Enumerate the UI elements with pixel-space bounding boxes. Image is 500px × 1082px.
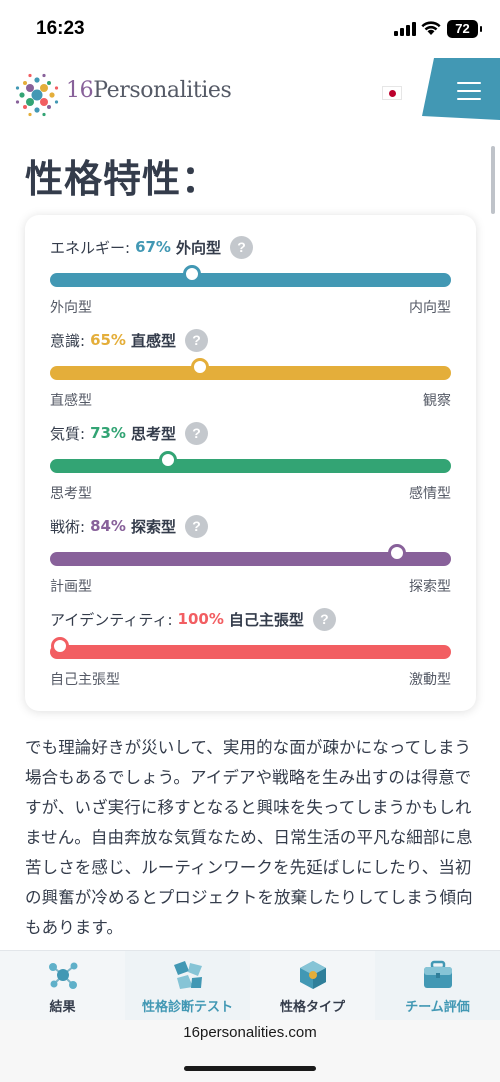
trait-left-label: 思考型 bbox=[50, 486, 92, 502]
browser-url-bar: 16personalities.com bbox=[0, 1020, 500, 1082]
status-time: 16:23 bbox=[36, 18, 85, 39]
trait-right-label: 観察 bbox=[423, 393, 451, 409]
trait-mind: 意識: 65% 直感型 ? 直感型 観察 bbox=[50, 326, 451, 409]
types-cube-icon bbox=[296, 959, 330, 991]
trait-tactics: 戦術: 84% 探索型 ? 計画型 探索型 bbox=[50, 512, 451, 595]
help-icon[interactable]: ? bbox=[229, 235, 253, 259]
trait-energy: エネルギー: 67% 外向型 ? 外向型 内向型 bbox=[50, 233, 451, 316]
page-title: 性格特性： bbox=[25, 157, 221, 201]
trait-percent: 84% bbox=[90, 517, 126, 535]
trait-bar bbox=[50, 645, 451, 659]
trait-name: 意識: bbox=[50, 331, 86, 350]
trait-right-label: 激動型 bbox=[409, 672, 451, 688]
trait-bar bbox=[50, 552, 451, 566]
help-icon[interactable]: ? bbox=[184, 421, 208, 445]
battery-icon: 72 bbox=[447, 20, 482, 38]
trait-name: エネルギー: bbox=[50, 238, 131, 257]
trait-result: 外向型 bbox=[175, 238, 221, 257]
trait-right-label: 探索型 bbox=[409, 579, 451, 595]
trait-marker bbox=[388, 544, 406, 562]
trait-heading: 意識: 65% 直感型 ? bbox=[50, 326, 208, 354]
trait-marker bbox=[183, 265, 201, 283]
tab-team-assessment[interactable]: チーム評価 bbox=[375, 951, 500, 1020]
trait-result: 自己主張型 bbox=[228, 610, 304, 629]
hamburger-menu-icon bbox=[457, 82, 481, 100]
tab-label: 性格診断テスト bbox=[141, 1000, 233, 1015]
trait-left-label: 直感型 bbox=[50, 393, 92, 409]
trait-name: アイデンティティ: bbox=[50, 610, 173, 629]
trait-identity: アイデンティティ: 100% 自己主張型 ? 自己主張型 激動型 bbox=[50, 605, 451, 688]
help-icon[interactable]: ? bbox=[184, 514, 208, 538]
bottom-tab-bar: 結果 性格診断テスト 性格タイプ bbox=[0, 950, 500, 1020]
wifi-icon bbox=[420, 20, 442, 36]
trait-heading: 気質: 73% 思考型 ? bbox=[50, 419, 208, 447]
trait-name: 戦術: bbox=[50, 517, 86, 536]
trait-nature: 気質: 73% 思考型 ? 思考型 感情型 bbox=[50, 419, 451, 502]
trait-percent: 65% bbox=[90, 331, 126, 349]
trait-left-label: 自己主張型 bbox=[50, 672, 120, 688]
trait-bar bbox=[50, 273, 451, 287]
trait-bar bbox=[50, 366, 451, 380]
site-header: 16Personalities bbox=[0, 58, 500, 134]
trait-marker bbox=[159, 451, 177, 469]
trait-percent: 100% bbox=[177, 610, 224, 628]
trait-percent: 73% bbox=[90, 424, 126, 442]
trait-result: 思考型 bbox=[130, 424, 176, 443]
test-shapes-icon bbox=[171, 959, 205, 991]
description-paragraph: でも理論好きが災いして、実用的な面が疎かになってしまう場合もあるでしょう。アイデ… bbox=[25, 738, 473, 937]
tab-personality-test[interactable]: 性格診断テスト bbox=[125, 951, 250, 1020]
status-bar: 16:23 72 bbox=[0, 0, 500, 58]
logo-icon[interactable] bbox=[13, 71, 61, 119]
trait-left-label: 外向型 bbox=[50, 300, 92, 316]
trait-result: 探索型 bbox=[130, 517, 176, 536]
team-briefcase-icon bbox=[421, 959, 455, 991]
tab-results[interactable]: 結果 bbox=[0, 951, 125, 1020]
trait-name: 気質: bbox=[50, 424, 86, 443]
results-molecule-icon bbox=[46, 959, 80, 991]
trait-marker bbox=[51, 637, 69, 655]
url-text[interactable]: 16personalities.com bbox=[183, 1024, 317, 1041]
brand-wordmark[interactable]: 16Personalities bbox=[66, 78, 232, 103]
trait-right-label: 感情型 bbox=[409, 486, 451, 502]
traits-card: エネルギー: 67% 外向型 ? 外向型 内向型 意識: 65% 直感型 ? 直… bbox=[25, 215, 476, 711]
trait-marker bbox=[191, 358, 209, 376]
home-indicator[interactable] bbox=[184, 1066, 316, 1071]
help-icon[interactable]: ? bbox=[184, 328, 208, 352]
japan-flag-icon[interactable] bbox=[382, 86, 402, 100]
scrollbar[interactable] bbox=[491, 146, 495, 214]
trait-bar bbox=[50, 459, 451, 473]
help-icon[interactable]: ? bbox=[312, 607, 336, 631]
brand-name: Personalities bbox=[93, 78, 232, 103]
trait-heading: 戦術: 84% 探索型 ? bbox=[50, 512, 208, 540]
tab-label: 性格タイプ bbox=[279, 1000, 345, 1015]
trait-heading: エネルギー: 67% 外向型 ? bbox=[50, 233, 253, 261]
menu-button-background bbox=[422, 58, 500, 120]
tab-label: チーム評価 bbox=[405, 1000, 470, 1015]
trait-result: 直感型 bbox=[130, 331, 176, 350]
cellular-signal-icon bbox=[394, 22, 416, 36]
trait-percent: 67% bbox=[135, 238, 171, 256]
trait-left-label: 計画型 bbox=[50, 579, 92, 595]
trait-heading: アイデンティティ: 100% 自己主張型 ? bbox=[50, 605, 336, 633]
tab-personality-types[interactable]: 性格タイプ bbox=[250, 951, 375, 1020]
menu-button[interactable] bbox=[422, 58, 500, 120]
tab-label: 結果 bbox=[49, 1000, 76, 1015]
trait-right-label: 内向型 bbox=[409, 300, 451, 316]
brand-number: 16 bbox=[66, 78, 94, 103]
